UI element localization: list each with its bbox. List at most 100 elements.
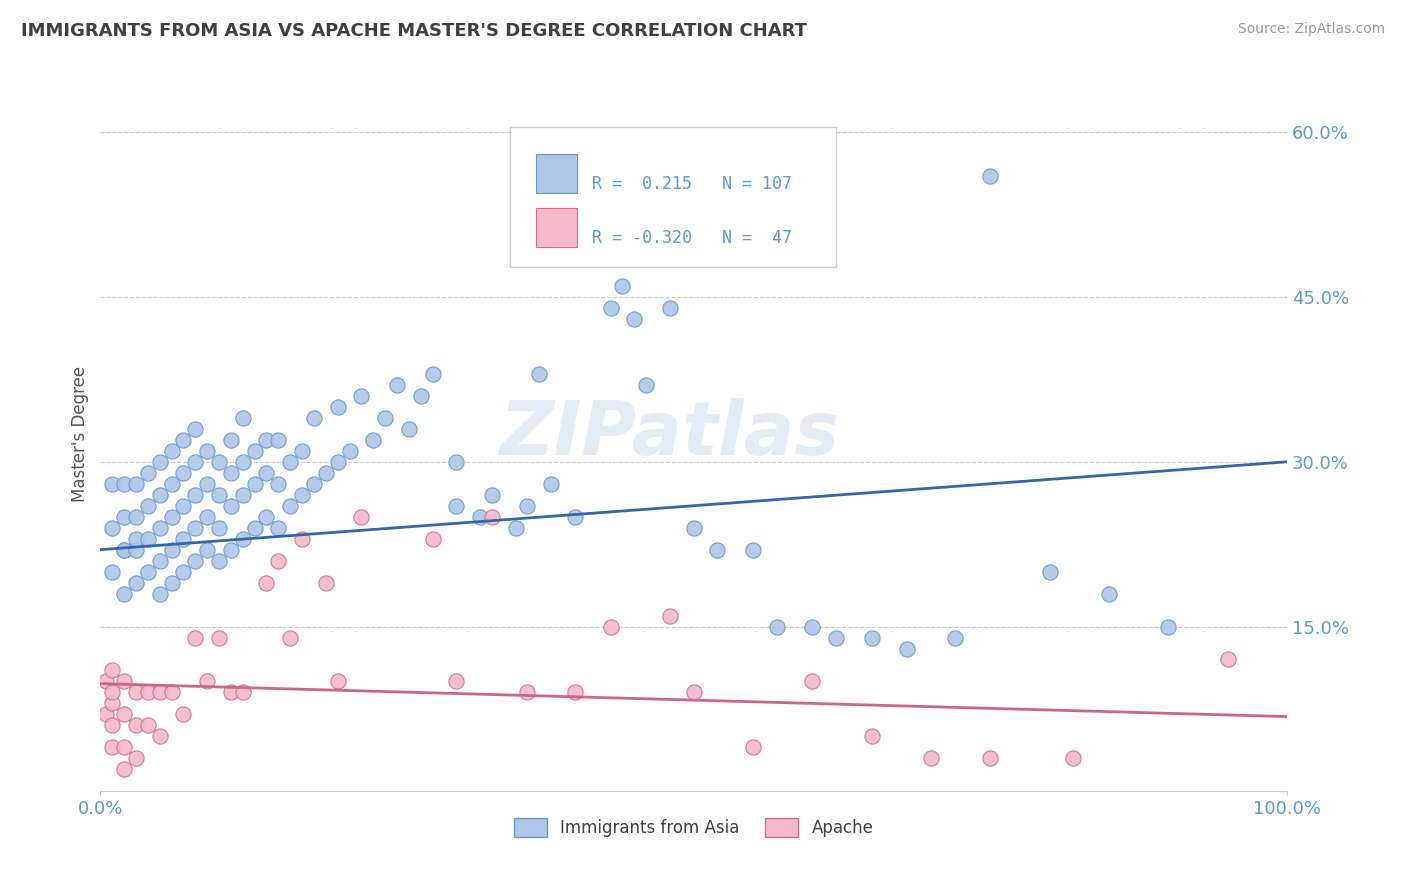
Point [339,443,361,458]
Point [765,619,787,633]
Point [112,707,135,722]
FancyBboxPatch shape [536,208,578,247]
Point [136,685,159,699]
Point [742,740,765,755]
Point [172,565,194,579]
Point [291,532,314,546]
Point [243,443,266,458]
Point [599,301,621,315]
Point [112,509,135,524]
Point [184,488,207,502]
Point [160,476,183,491]
Point [149,730,172,744]
Point [860,730,883,744]
Point [243,521,266,535]
Point [256,466,278,480]
Point [446,499,468,513]
Point [315,575,337,590]
Point [943,631,966,645]
Point [278,455,301,469]
Point [101,718,124,732]
Point [184,631,207,645]
Point [896,641,918,656]
Point [979,169,1001,184]
Point [136,718,159,732]
Point [291,443,314,458]
Text: ZIPatlas: ZIPatlas [501,398,839,471]
Point [172,532,194,546]
Point [219,685,242,699]
Point [232,455,254,469]
Point [112,740,135,755]
Point [682,521,704,535]
Point [208,521,231,535]
Point [112,674,135,689]
Point [291,488,314,502]
Text: Source: ZipAtlas.com: Source: ZipAtlas.com [1237,22,1385,37]
Point [195,674,218,689]
Point [96,674,118,689]
Point [112,542,135,557]
Point [409,389,432,403]
Point [599,619,621,633]
Point [101,476,124,491]
Point [160,509,183,524]
Point [172,707,194,722]
Point [172,466,194,480]
Point [422,367,444,381]
Y-axis label: Master's Degree: Master's Degree [72,367,89,502]
Point [195,476,218,491]
Point [149,455,172,469]
Point [160,685,183,699]
Point [219,433,242,447]
Point [706,542,728,557]
Point [125,509,148,524]
Point [658,608,681,623]
Point [232,488,254,502]
Point [398,422,420,436]
Point [267,433,290,447]
Point [101,521,124,535]
Point [742,542,765,557]
Point [350,389,373,403]
Text: IMMIGRANTS FROM ASIA VS APACHE MASTER'S DEGREE CORRELATION CHART: IMMIGRANTS FROM ASIA VS APACHE MASTER'S … [21,22,807,40]
Point [125,685,148,699]
Point [184,422,207,436]
Point [446,455,468,469]
Point [468,509,491,524]
Legend: Immigrants from Asia, Apache: Immigrants from Asia, Apache [508,811,880,844]
Point [195,509,218,524]
Point [125,532,148,546]
Point [208,554,231,568]
Point [1038,565,1060,579]
Point [315,466,337,480]
Point [278,631,301,645]
Point [1157,619,1180,633]
Point [564,685,586,699]
Point [112,542,135,557]
Point [101,685,124,699]
Point [361,433,384,447]
Point [326,400,349,414]
Point [350,509,373,524]
Point [195,443,218,458]
Point [516,685,538,699]
Point [446,674,468,689]
Point [505,521,527,535]
Point [219,466,242,480]
Point [801,674,824,689]
Point [636,378,658,392]
Point [184,554,207,568]
Point [920,751,942,765]
Point [1098,586,1121,600]
Point [658,301,681,315]
Point [172,499,194,513]
Point [101,664,124,678]
Point [979,751,1001,765]
Point [208,455,231,469]
Point [184,455,207,469]
Point [160,542,183,557]
Point [516,499,538,513]
Point [267,554,290,568]
Point [149,586,172,600]
